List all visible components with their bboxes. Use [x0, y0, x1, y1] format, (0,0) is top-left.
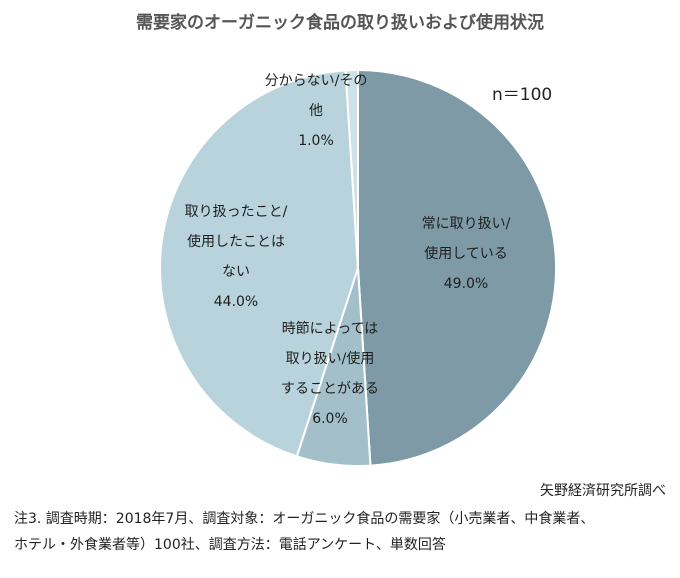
pie-slice-4	[344, 68, 359, 269]
slice-label-2: 時節によっては取り扱い/使用することがある 6.0%	[281, 320, 379, 427]
slice-label-4: 分からない/その他 1.0%	[265, 73, 368, 149]
chart-title: 需要家のオーガニック食品の取り扱いおよび使用状況	[136, 13, 544, 33]
slice-label-1: 常に取り扱い/使用している 49.0%	[422, 216, 511, 292]
pie-slice-3	[159, 69, 360, 458]
sample-size-label: n＝100	[492, 85, 553, 105]
slice-label-3: 取り扱ったこと/使用したことはない 44.0%	[185, 204, 288, 310]
footnote: 注3. 調査時期：2018年7月、調査対象：オーガニック食品の需要家（小売業者、…	[14, 506, 674, 558]
source-credit: 矢野経済研究所調べ	[540, 483, 666, 499]
footnote-line-1: 注3. 調査時期：2018年7月、調査対象：オーガニック食品の需要家（小売業者、…	[14, 511, 595, 527]
pie-slice-1	[357, 68, 557, 467]
footnote-line-2: ホテル・外食業者等）100社、調査方法：電話アンケート、単数回答	[14, 537, 446, 553]
